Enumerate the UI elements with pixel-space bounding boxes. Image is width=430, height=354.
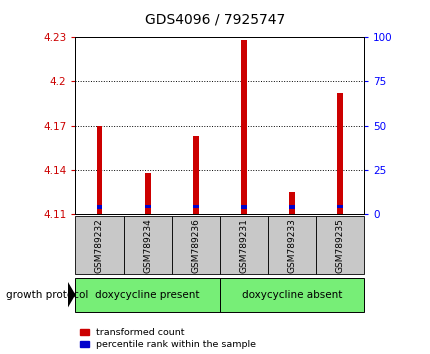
Text: GSM789231: GSM789231 bbox=[239, 218, 248, 273]
Bar bbox=[289, 205, 294, 209]
Bar bbox=[289, 192, 294, 214]
Bar bbox=[144, 173, 150, 214]
Text: GSM789234: GSM789234 bbox=[143, 218, 152, 273]
Bar bbox=[192, 136, 198, 214]
Bar bbox=[336, 205, 342, 208]
Bar bbox=[192, 205, 198, 208]
Text: GSM789236: GSM789236 bbox=[191, 218, 200, 273]
Text: doxycycline present: doxycycline present bbox=[95, 290, 200, 300]
Bar bbox=[96, 126, 102, 214]
Bar bbox=[240, 205, 246, 209]
Text: GSM789235: GSM789235 bbox=[335, 218, 344, 273]
Text: GDS4096 / 7925747: GDS4096 / 7925747 bbox=[145, 12, 285, 27]
Bar bbox=[336, 93, 342, 214]
Text: GSM789232: GSM789232 bbox=[95, 218, 104, 273]
Polygon shape bbox=[68, 281, 75, 308]
Bar bbox=[240, 40, 246, 214]
Text: GSM789233: GSM789233 bbox=[287, 218, 296, 273]
Bar bbox=[144, 205, 150, 208]
Text: growth protocol: growth protocol bbox=[6, 290, 89, 300]
Text: doxycycline absent: doxycycline absent bbox=[241, 290, 341, 300]
Bar bbox=[96, 205, 102, 209]
Legend: transformed count, percentile rank within the sample: transformed count, percentile rank withi… bbox=[80, 329, 255, 349]
